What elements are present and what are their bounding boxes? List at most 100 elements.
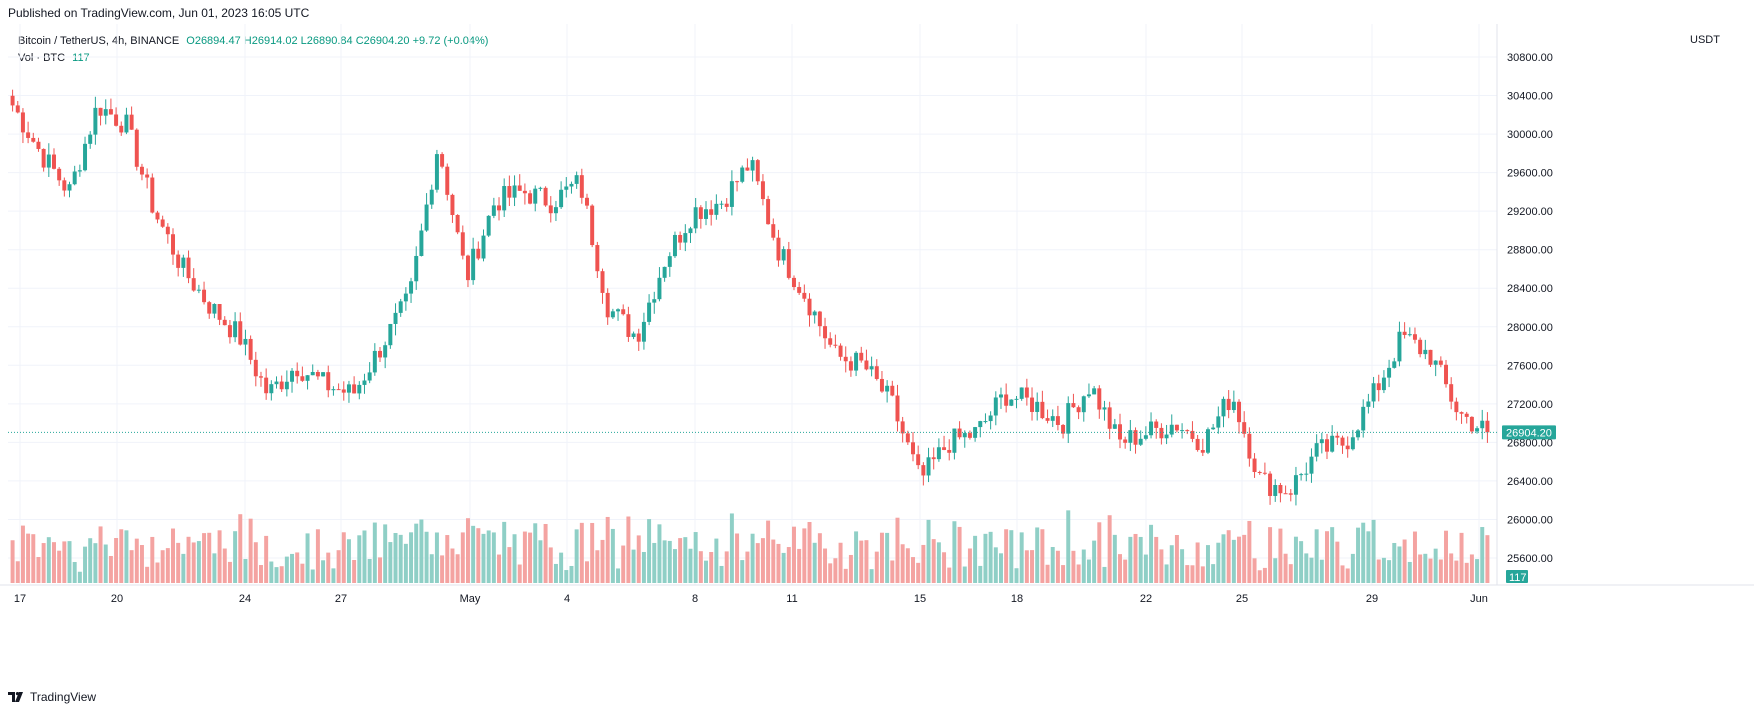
candle-body [1444,364,1449,385]
candle-body [978,421,983,428]
volume-bar [46,537,51,583]
candle-body [114,114,119,126]
candle-body [51,154,56,169]
candle-body [1273,485,1278,496]
x-tick-label: Jun [1470,593,1488,605]
volume-bar [802,528,807,583]
candle-body [497,205,502,211]
x-tick-label: 8 [692,593,698,605]
footer[interactable]: TradingView [8,690,96,704]
volume-bar [1304,553,1309,583]
volume-bar [1412,531,1417,583]
candle-body [248,338,253,360]
candle-body [1071,403,1076,408]
volume-bar [465,518,470,583]
volume-bar [569,565,574,583]
volume-bar [771,539,776,583]
candle-body [419,230,424,256]
candle-body [714,203,719,215]
candle-body [553,207,558,214]
volume-bar [1030,550,1035,583]
symbol-label: Bitcoin / TetherUS, 4h, BINANCE [18,35,180,47]
candle-body [1361,406,1366,431]
candle-body [1330,435,1335,452]
volume-bar [1340,565,1345,583]
y-tick-label: 29600.00 [1507,168,1553,180]
volume-bar [502,521,507,583]
volume-bar [1221,534,1226,583]
volume-bar [988,531,993,583]
candle-body [1480,420,1485,429]
candle-body [46,154,51,168]
volume-bar [657,524,662,583]
y-tick-label: 30800.00 [1507,52,1553,64]
volume-bar [750,533,755,583]
volume-bar [911,557,915,583]
volume-bar [610,528,615,583]
volume-bar [838,542,843,583]
candle-body [217,304,222,320]
candle-body [1076,407,1081,413]
candle-body [98,107,103,116]
volume-bar [528,532,533,583]
volume-bar [1086,559,1091,583]
candle-body [150,177,155,213]
candle-body [828,338,833,345]
y-tick-label: 27600.00 [1507,360,1553,372]
volume-bar [647,519,652,583]
volume-bar [1469,554,1474,583]
volume-bar [1397,546,1402,583]
candle-body [72,171,77,185]
volume-bar [290,553,295,583]
volume-legend[interactable]: Vol · BTC 117 [18,52,90,64]
volume-bar [1061,565,1066,583]
candle-body [502,186,507,211]
candle-body [911,442,915,455]
candle-body [1185,430,1190,432]
candle-body [284,381,289,390]
volume-bar [207,532,212,583]
candle-body [942,447,947,450]
volume-bar [942,552,947,583]
candle-body [1423,349,1428,355]
volume-bar [372,522,377,583]
candle-body [336,389,341,391]
volume-bar [1242,534,1247,583]
volume-bar [652,542,657,583]
volume-bar [1123,559,1128,583]
volume-bar [491,532,496,583]
volume-bar [414,523,419,583]
candle-body [1009,399,1014,406]
candle-body [67,184,72,191]
candle-body [662,266,667,278]
volume-bar [1309,557,1314,583]
candle-body [10,95,15,106]
candle-body [290,370,295,382]
candle-body [952,428,957,453]
volume-bar [476,528,481,583]
candle-body [1040,401,1045,419]
volume-bar [1169,545,1174,583]
candle-body [802,292,807,299]
volume-bar [905,548,910,583]
candle-body [1030,397,1035,412]
volume-bar [688,548,693,583]
candle-body [1407,334,1412,336]
volume-bar [579,522,584,583]
volume-bar [605,516,610,583]
volume-bar [512,534,517,583]
x-tick-label: 15 [914,593,926,605]
candle-body [1164,434,1169,439]
candle-body [1299,474,1304,476]
x-tick-label: 11 [786,593,797,605]
volume-bar [295,552,300,583]
volume-bar [854,531,859,583]
candle-body [1205,429,1210,453]
volume-bar [621,545,626,583]
candle-body [926,457,931,476]
candle-body [398,301,403,313]
symbol-legend[interactable]: Bitcoin / TetherUS, 4h, BINANCE O26894.4… [18,35,488,47]
volume-bar [848,554,853,583]
candle-body [1014,398,1019,400]
